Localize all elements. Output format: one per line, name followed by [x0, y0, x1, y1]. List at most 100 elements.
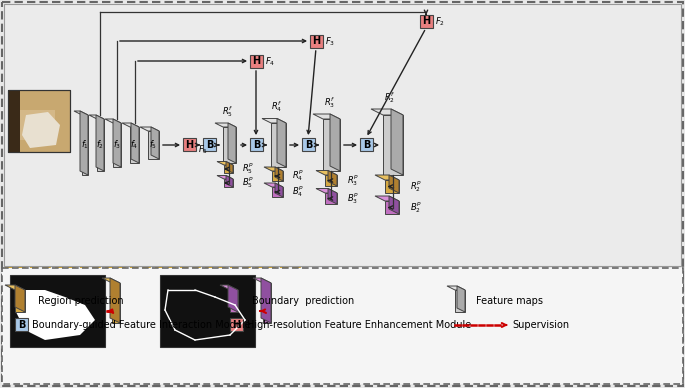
Text: $F_4$: $F_4$ [265, 56, 275, 69]
Polygon shape [15, 290, 95, 340]
Polygon shape [313, 114, 340, 119]
Polygon shape [262, 118, 286, 123]
Bar [360, 138, 373, 151]
Bar [8, 90, 70, 152]
Text: H: H [423, 17, 431, 26]
Polygon shape [228, 285, 238, 312]
Polygon shape [375, 196, 399, 201]
Polygon shape [224, 165, 233, 173]
Polygon shape [217, 161, 233, 165]
Text: B: B [253, 140, 260, 149]
Polygon shape [325, 193, 337, 204]
Text: Feature maps: Feature maps [476, 296, 543, 306]
Bar [160, 275, 255, 347]
Polygon shape [323, 119, 340, 171]
Text: $B_5^p$: $B_5^p$ [242, 176, 254, 191]
Polygon shape [96, 115, 104, 171]
Polygon shape [97, 119, 104, 171]
Text: $R_5^f$: $R_5^f$ [222, 104, 233, 119]
Polygon shape [230, 290, 238, 312]
Bar [15, 318, 28, 331]
Text: $R_4^p$: $R_4^p$ [292, 168, 304, 184]
Polygon shape [226, 175, 233, 187]
Polygon shape [226, 161, 233, 173]
Polygon shape [74, 111, 88, 115]
Polygon shape [316, 170, 337, 175]
Text: Region prediction: Region prediction [38, 296, 123, 306]
Polygon shape [389, 196, 399, 214]
Text: $B_2^p$: $B_2^p$ [410, 200, 422, 215]
Text: B: B [206, 140, 213, 149]
Bar [8, 90, 70, 152]
Polygon shape [328, 189, 337, 204]
Bar [310, 35, 323, 48]
Text: $f_1$: $f_1$ [81, 139, 89, 151]
Polygon shape [383, 115, 403, 175]
Polygon shape [375, 175, 399, 180]
Polygon shape [264, 183, 283, 187]
Bar [420, 15, 433, 28]
Polygon shape [131, 123, 139, 163]
Text: $R_2^p$: $R_2^p$ [410, 179, 422, 194]
Polygon shape [110, 278, 120, 323]
Polygon shape [277, 118, 286, 167]
Text: B: B [18, 319, 25, 329]
Text: $f_4$: $f_4$ [130, 139, 138, 151]
Text: $B_4^p$: $B_4^p$ [292, 185, 304, 199]
Polygon shape [105, 119, 121, 123]
Polygon shape [113, 119, 121, 167]
Polygon shape [148, 131, 159, 159]
Polygon shape [130, 127, 139, 163]
Bar [230, 318, 243, 331]
Polygon shape [457, 286, 465, 312]
Bar [10, 275, 105, 347]
Polygon shape [82, 115, 88, 175]
Polygon shape [80, 111, 88, 175]
Polygon shape [275, 167, 283, 181]
Text: B: B [305, 140, 312, 149]
Text: Boundary  prediction: Boundary prediction [252, 296, 354, 306]
Text: $R_3^p$: $R_3^p$ [347, 173, 359, 188]
Polygon shape [253, 278, 271, 283]
Bar [5, 268, 302, 382]
Bar [8, 90, 20, 152]
Polygon shape [217, 175, 233, 179]
Text: $f_5$: $f_5$ [149, 139, 158, 151]
Bar [4, 4, 681, 266]
Text: $F_5$: $F_5$ [198, 143, 208, 156]
Polygon shape [389, 175, 399, 193]
Bar [2, 268, 683, 384]
Polygon shape [224, 179, 233, 187]
Bar [203, 138, 216, 151]
Polygon shape [272, 187, 283, 197]
Text: B: B [363, 140, 370, 149]
Polygon shape [391, 109, 403, 175]
Polygon shape [22, 112, 60, 148]
Polygon shape [330, 114, 340, 171]
Polygon shape [263, 283, 271, 323]
Polygon shape [112, 283, 120, 323]
Polygon shape [385, 201, 399, 214]
Text: $R_3^f$: $R_3^f$ [324, 95, 335, 110]
Polygon shape [272, 171, 283, 181]
Polygon shape [89, 115, 104, 119]
Text: High-resolution Feature Enhancement Module: High-resolution Feature Enhancement Modu… [247, 320, 471, 330]
Polygon shape [102, 278, 120, 283]
Text: $f_2$: $f_2$ [97, 139, 105, 151]
Polygon shape [15, 285, 25, 312]
Polygon shape [455, 290, 465, 312]
Polygon shape [5, 285, 25, 290]
Bar [250, 138, 263, 151]
Polygon shape [151, 127, 159, 159]
Polygon shape [228, 123, 236, 163]
Polygon shape [447, 286, 465, 290]
Text: $R_2^f$: $R_2^f$ [384, 90, 396, 105]
Text: $f_3$: $f_3$ [113, 139, 121, 151]
Text: $R_4^f$: $R_4^f$ [271, 100, 282, 114]
Polygon shape [223, 127, 236, 163]
Polygon shape [328, 170, 337, 186]
Polygon shape [325, 175, 337, 186]
Polygon shape [371, 109, 403, 115]
Polygon shape [271, 123, 286, 167]
Text: Boundary-guided Feature Interaction Module: Boundary-guided Feature Interaction Modu… [32, 320, 251, 330]
